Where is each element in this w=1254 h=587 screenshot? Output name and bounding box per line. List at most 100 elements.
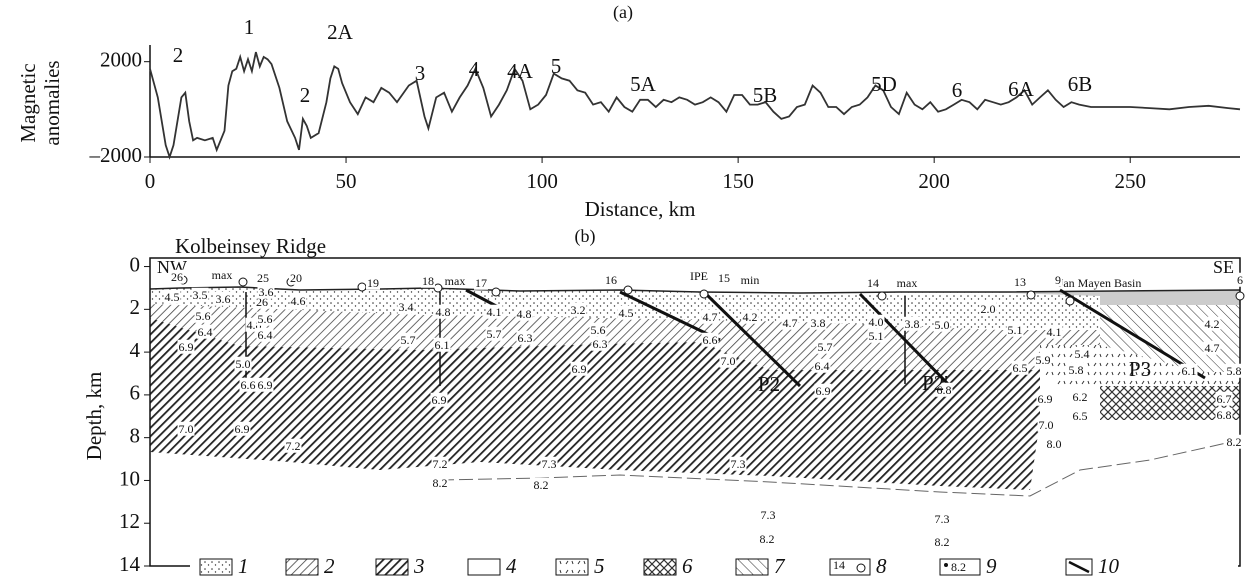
- label-bg: [604, 272, 618, 287]
- section-label: 16: [605, 273, 617, 287]
- panel-title: (a): [613, 2, 633, 23]
- section-label: SE: [1213, 257, 1234, 277]
- label-bg: [591, 336, 609, 351]
- anomaly-label: 3: [415, 61, 426, 85]
- legend-swatch: [285, 558, 319, 576]
- section-label: 5.8: [1069, 363, 1084, 377]
- section-label: 6.3: [593, 337, 608, 351]
- label-bg: [933, 534, 951, 549]
- label-bg: [485, 326, 503, 341]
- label-bg: [194, 308, 212, 323]
- section-label: 6.1: [435, 338, 450, 352]
- x-axis-label: Distance, km: [585, 197, 696, 221]
- y-tick-label: 14: [119, 552, 141, 576]
- x-tick-label: 250: [1114, 169, 1146, 193]
- label-bg: [867, 328, 885, 343]
- anomaly-label: 2: [173, 43, 184, 67]
- label-bg: [979, 301, 997, 316]
- label-bg: [867, 314, 885, 329]
- section-label: IPE: [690, 269, 708, 283]
- section-label: 7.3: [935, 512, 950, 526]
- sediment: [980, 290, 1240, 305]
- section-label: 4.1: [1047, 325, 1062, 339]
- legend-number: 3: [413, 554, 425, 578]
- legend-symbol-text: 8.2: [951, 560, 966, 574]
- section-label: P3: [1129, 357, 1151, 381]
- anomaly-label: 6A: [1008, 77, 1035, 101]
- label-bg: [933, 511, 951, 526]
- label-bg: [214, 291, 232, 306]
- label-bg: [570, 361, 588, 376]
- label-bg: [540, 456, 558, 471]
- label-bg: [474, 275, 488, 290]
- legend-symbol: [856, 563, 866, 573]
- layer-6: [1100, 386, 1240, 420]
- label-bg: [1037, 417, 1055, 432]
- section-label: 6.4: [258, 328, 273, 342]
- section-label: 4.1: [487, 305, 502, 319]
- section-label: 18: [422, 274, 434, 288]
- section-label: 4.6: [291, 294, 306, 308]
- section-label: 4.5: [619, 306, 634, 320]
- section-label: 3.6: [216, 292, 231, 306]
- section-label: 5.6: [591, 323, 606, 337]
- legend-number: 4: [506, 554, 517, 578]
- section-label: 15: [718, 271, 730, 285]
- legend-symbol-text: 14: [833, 558, 845, 572]
- label-bg: [485, 304, 503, 319]
- y-axis-label: anomalies: [40, 60, 64, 145]
- station: [238, 277, 248, 287]
- label-bg: [1045, 436, 1063, 451]
- anomaly-label: 6B: [1068, 72, 1093, 96]
- y-tick-label: 12: [119, 509, 140, 533]
- section-label: Kolbeinsey Ridge: [175, 234, 326, 258]
- label-bg: [816, 339, 834, 354]
- section-label: 7.3: [731, 457, 746, 471]
- y-axis-label: Magnetic: [16, 63, 40, 142]
- label-bg: [289, 270, 303, 285]
- legend-number: 2: [324, 554, 335, 578]
- label-bg: [430, 392, 448, 407]
- legend-swatch: [643, 558, 677, 576]
- label-bg: [256, 270, 270, 285]
- section-label: 6.9: [816, 384, 831, 398]
- label-bg: [1054, 272, 1062, 287]
- section-label: 7.0: [179, 422, 194, 436]
- section-label: 6: [1237, 273, 1243, 287]
- label-bg: [1067, 362, 1085, 377]
- anomaly-label: 5D: [871, 72, 897, 96]
- label-bg: [397, 299, 415, 314]
- section-label: 4.2: [1205, 317, 1220, 331]
- anomaly-label: 2A: [327, 20, 354, 44]
- label-bg: [1215, 407, 1233, 422]
- section-label: 3.4: [399, 300, 414, 314]
- label-bg: [257, 284, 275, 299]
- label-bg: [234, 356, 252, 371]
- anomaly-label: 5B: [753, 83, 778, 107]
- station: [491, 287, 501, 297]
- label-bg: [1236, 272, 1244, 287]
- label-bg: [515, 306, 533, 321]
- label-bg: [1225, 434, 1243, 449]
- label-bg: [421, 273, 435, 288]
- label-bg: [589, 322, 607, 337]
- legend-number: 8: [876, 554, 887, 578]
- anomaly-label: 5A: [630, 72, 657, 96]
- section-label: 8.2: [760, 532, 775, 546]
- anomaly-label: 4A: [507, 59, 534, 83]
- section-label: Jan Mayen Basin: [1059, 276, 1142, 290]
- label-bg: [1073, 346, 1091, 361]
- label-bg: [434, 304, 452, 319]
- label-bg: [1036, 391, 1054, 406]
- station: [357, 282, 367, 292]
- label-bg: [256, 377, 274, 392]
- section-label: 17: [475, 276, 487, 290]
- label-bg: [1225, 363, 1243, 378]
- section-label: 13: [1014, 275, 1026, 289]
- anomaly-label: 4: [469, 57, 480, 81]
- x-tick-label: 200: [918, 169, 950, 193]
- section-label: 6.7: [1217, 392, 1232, 406]
- station: [433, 283, 443, 293]
- section-label: 5.7: [818, 340, 833, 354]
